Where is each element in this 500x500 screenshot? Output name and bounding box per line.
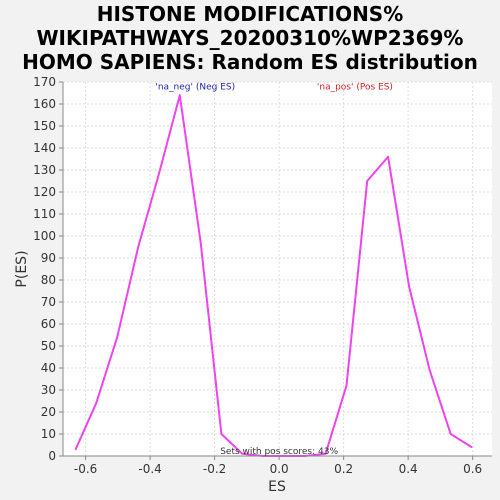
x-tick-label: 0.4 (399, 462, 418, 476)
annotation-2: Sets with pos scores: 43% (220, 447, 338, 457)
y-tick-label: 120 (33, 185, 56, 199)
y-tick-label: 160 (33, 97, 56, 111)
y-tick-label: 10 (41, 427, 56, 441)
annotation-1: 'na_pos' (Pos ES) (317, 83, 393, 93)
x-tick-label: 0.6 (463, 462, 482, 476)
data-point (95, 402, 98, 405)
data-point (428, 369, 431, 372)
data-point (178, 94, 181, 96)
y-tick-label: 150 (33, 119, 56, 133)
y-tick-label: 50 (41, 339, 56, 353)
y-tick-label: 140 (33, 141, 56, 155)
data-point (157, 173, 160, 176)
annotations: 'na_neg' (Neg ES) 'na_pos' (Pos ES) Sets w… (155, 83, 393, 458)
y-tick-label: 0 (48, 449, 56, 463)
y-axis-label: P(ES) (14, 250, 30, 287)
y-tick-label: 90 (41, 251, 56, 265)
chart-title-line-3: HOMO SAPIENS: Random ES distribution (22, 50, 478, 74)
y-tick-label: 40 (41, 361, 56, 375)
data-point (199, 241, 202, 244)
y-tick-label: 110 (33, 207, 56, 221)
y-tick-label: 170 (33, 75, 56, 89)
annotation-0: 'na_neg' (Neg ES) (155, 83, 235, 93)
data-point (449, 433, 452, 435)
data-point (387, 156, 389, 158)
data-point (470, 446, 473, 449)
x-tick-label: 0.0 (270, 462, 289, 476)
data-point (324, 453, 327, 455)
chart-title-line-2: WIKIPATHWAYS_20200310%WP2369% (36, 26, 464, 50)
data-point (345, 384, 348, 387)
y-tick-label: 80 (41, 273, 56, 287)
y-tick-label: 20 (41, 405, 56, 419)
data-point (408, 285, 410, 288)
y-tick-label: 100 (33, 229, 56, 243)
y-axis-ticks: 0 10 20 30 40 50 60 70 80 90 100 110 120 130 140 150 160… (33, 75, 63, 463)
data-point (366, 180, 368, 182)
x-tick-label: -0.4 (138, 462, 161, 476)
y-tick-label: 130 (33, 163, 56, 177)
y-tick-label: 70 (41, 295, 56, 309)
chart-title-line-1: HISTONE MODIFICATIONS% (96, 2, 404, 26)
x-tick-label: -0.6 (74, 462, 97, 476)
grid (63, 81, 492, 457)
chart-title: HISTONE MODIFICATIONS% WIKIPATHWAYS_2020… (0, 2, 500, 74)
x-tick-label: 0.2 (334, 462, 353, 476)
data-point (137, 246, 139, 248)
data-point (220, 433, 223, 435)
data-point (241, 453, 244, 455)
x-axis-label: ES (268, 479, 286, 495)
x-tick-label: -0.2 (203, 462, 226, 476)
plot-area (63, 82, 492, 456)
data-point (74, 448, 77, 451)
y-tick-label: 30 (41, 383, 56, 397)
data-point (116, 336, 118, 339)
y-tick-label: 60 (41, 317, 56, 331)
x-axis-ticks: -0.6 -0.4 -0.2 0.0 0.2 0.4 0.6 (74, 456, 482, 476)
